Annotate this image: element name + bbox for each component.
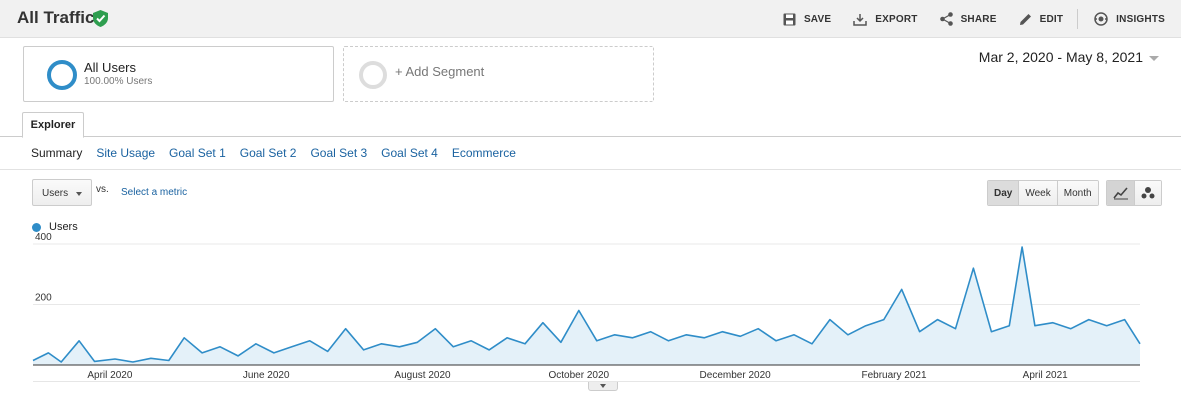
- subtab-site-usage[interactable]: Site Usage: [96, 146, 156, 160]
- export-icon: [853, 13, 867, 26]
- report-toolbar: SAVE EXPORT SHARE EDIT: [761, 0, 1165, 38]
- period-day-button[interactable]: Day: [988, 181, 1019, 205]
- save-label: SAVE: [803, 13, 832, 25]
- date-range-caret-icon[interactable]: [1149, 56, 1159, 61]
- export-label: EXPORT: [875, 13, 918, 25]
- metric-dropdown-value: Users: [42, 188, 69, 199]
- x-tick-label-5: February 2021: [861, 370, 926, 381]
- chart-legend: Users: [32, 221, 78, 233]
- line-chart-button[interactable]: [1107, 181, 1134, 205]
- motion-chart-button[interactable]: [1134, 181, 1161, 205]
- x-tick-label-4: December 2020: [700, 370, 772, 381]
- edit-label: EDIT: [1039, 13, 1064, 25]
- toolbar-divider: [1077, 9, 1079, 29]
- segment-all-users[interactable]: All Users 100.00% Users: [23, 46, 334, 102]
- users-area: [33, 247, 1140, 365]
- share-label: SHARE: [960, 13, 997, 25]
- tab-bar-rule: [0, 136, 1181, 137]
- date-range-picker[interactable]: Mar 2, 2020 - May 8, 2021: [978, 49, 1143, 65]
- legend-swatch: [32, 222, 41, 232]
- insights-icon: [1094, 12, 1108, 26]
- share-button[interactable]: SHARE: [939, 12, 997, 26]
- segment-share: 100.00% Users: [84, 76, 153, 87]
- period-month-button[interactable]: Month: [1056, 181, 1098, 205]
- tab-explorer[interactable]: Explorer: [22, 112, 84, 138]
- select-metric-link[interactable]: Select a metric: [121, 187, 188, 198]
- chevron-down-icon: [600, 384, 606, 388]
- explorer-subtabs: Summary Site Usage Goal Set 1 Goal Set 2…: [31, 146, 530, 160]
- x-tick-label-1: June 2020: [243, 370, 290, 381]
- x-tick-label-3: October 2020: [549, 370, 610, 381]
- metric-dropdown[interactable]: Users: [32, 179, 92, 206]
- users-chart: 200 400 April 2020 June 2020 August 2020 Octo…: [32, 232, 1141, 382]
- subtab-goal-set-1[interactable]: Goal Set 1: [169, 146, 226, 160]
- report-header: All Traffic SAVE EXPORT: [0, 0, 1181, 38]
- subtab-ecommerce[interactable]: Ecommerce: [451, 146, 516, 160]
- insights-label: INSIGHTS: [1116, 13, 1165, 25]
- save-icon: [783, 13, 796, 25]
- segment-ring-icon: [47, 60, 77, 90]
- legend-label: Users: [49, 221, 78, 233]
- x-tick-label-6: April 2021: [1023, 370, 1068, 381]
- x-tick-label-0: April 2020: [87, 370, 132, 381]
- x-tick-label-2: August 2020: [394, 370, 451, 381]
- export-button[interactable]: EXPORT: [853, 13, 917, 26]
- subtab-divider: [0, 169, 1181, 170]
- share-icon: [939, 12, 953, 26]
- y-tick-label-200: 200: [35, 293, 52, 304]
- verified-shield-icon: [93, 10, 108, 27]
- chart-type-toggle: [1106, 180, 1162, 206]
- insights-button[interactable]: INSIGHTS: [1094, 12, 1165, 26]
- chevron-down-icon: [76, 192, 82, 196]
- segment-name: All Users: [84, 60, 137, 75]
- empty-segment-ring-icon: [359, 61, 387, 89]
- y-tick-label-400: 400: [35, 232, 52, 243]
- bubble-chart-icon: [1141, 187, 1155, 199]
- save-button[interactable]: SAVE: [783, 13, 831, 26]
- report-title: All Traffic: [17, 8, 95, 27]
- edit-icon: [1019, 13, 1031, 25]
- add-segment-button[interactable]: + Add Segment: [343, 46, 654, 102]
- subtab-goal-set-4[interactable]: Goal Set 4: [381, 146, 438, 160]
- period-week-button[interactable]: Week: [1018, 181, 1057, 205]
- subtab-summary[interactable]: Summary: [31, 146, 83, 160]
- line-chart-icon: [1112, 187, 1128, 200]
- vs-label: vs.: [96, 184, 109, 195]
- chart-resize-handle[interactable]: [588, 382, 618, 391]
- edit-button[interactable]: EDIT: [1019, 13, 1064, 26]
- period-toggle: Day Week Month: [987, 180, 1099, 206]
- subtab-goal-set-2[interactable]: Goal Set 2: [239, 146, 297, 160]
- users-line: [32, 246, 1141, 363]
- add-segment-label: + Add Segment: [395, 64, 485, 79]
- subtab-goal-set-3[interactable]: Goal Set 3: [310, 146, 368, 160]
